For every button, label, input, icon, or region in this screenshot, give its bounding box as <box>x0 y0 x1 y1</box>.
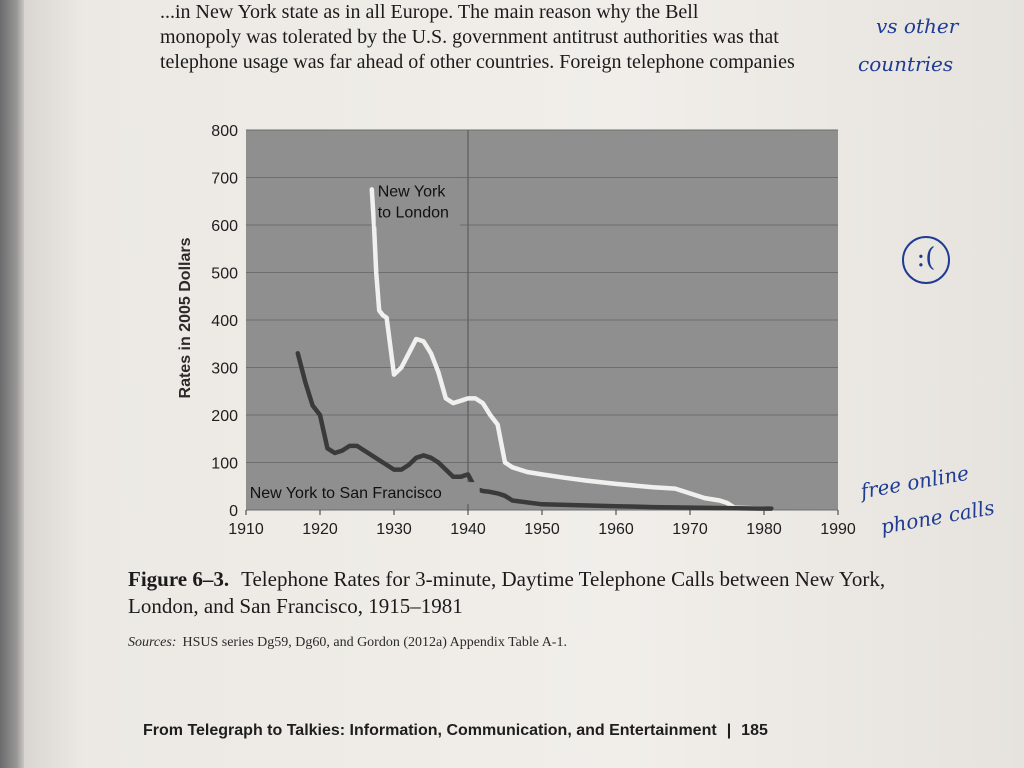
y-axis-label: Rates in 2005 Dollars <box>177 237 194 398</box>
body-line-3: telephone usage was far ahead of other c… <box>160 51 795 73</box>
grid-lines <box>246 129 838 511</box>
handwritten-note-vs-other: vs other <box>876 14 959 38</box>
body-paragraph: ...in New York state as in all Europe. T… <box>160 0 900 75</box>
x-tick-label: 1960 <box>598 521 634 538</box>
y-tick-label: 800 <box>211 123 238 140</box>
handwritten-note-countries: countries <box>858 52 954 76</box>
chart-container: 0 100 200 300 400 500 600 700 800 1910 1920 1930 19… <box>160 118 880 558</box>
figure-title: Telephone Rates for 3-minute, Daytime Te… <box>128 567 886 618</box>
y-tick-label: 600 <box>211 218 238 235</box>
running-head: From Telegraph to Talkies: Information, … <box>143 722 717 739</box>
y-tick-label: 300 <box>211 361 238 378</box>
series-lines <box>295 187 774 512</box>
series-label-box <box>375 180 460 227</box>
series-line-0 <box>369 187 774 512</box>
y-axis-ticks: 0 100 200 300 400 500 600 700 800 <box>211 123 238 520</box>
y-tick-label: 200 <box>211 408 238 425</box>
y-tick-label: 700 <box>211 171 238 188</box>
sources-text: HSUS series Dg59, Dg60, and Gordon (2012… <box>182 635 567 650</box>
series-label-text: New York to San Francisco <box>250 485 442 502</box>
footer-separator: | <box>726 722 732 739</box>
page-number: 185 <box>741 722 768 739</box>
body-line-2: monopoly was tolerated by the U.S. gover… <box>160 26 779 48</box>
y-tick-label: 400 <box>211 313 238 330</box>
body-line-1: ...in New York state as in all Europe. T… <box>160 1 699 23</box>
figure-sources: Sources: HSUS series Dg59, Dg60, and Gord… <box>128 635 908 651</box>
series-line-1 <box>295 351 774 511</box>
x-tick-label: 1970 <box>672 521 708 538</box>
x-tick-label: 1950 <box>524 521 560 538</box>
series-label-text: to London <box>378 205 449 222</box>
running-footer: From Telegraph to Talkies: Information, … <box>143 722 963 740</box>
figure-caption: Figure 6–3. Telephone Rates for 3-minute,… <box>128 566 908 620</box>
series-labels: New York to London New York to San Francis… <box>247 180 480 505</box>
series-label-box <box>247 482 480 505</box>
x-tick-label: 1980 <box>746 521 782 538</box>
y-tick-label: 0 <box>229 503 238 520</box>
x-tick-label: 1990 <box>820 521 856 538</box>
series-label-text: New York <box>378 184 447 201</box>
sources-label: Sources: <box>128 635 177 650</box>
x-tick-label: 1940 <box>450 521 486 538</box>
x-axis-ticks: 1910 1920 1930 1940 1950 1960 1970 1980 1990 <box>228 510 856 538</box>
x-tick-label: 1920 <box>302 521 338 538</box>
y-tick-label: 100 <box>211 456 238 473</box>
y-tick-label: 500 <box>211 266 238 283</box>
book-gutter <box>0 0 24 768</box>
x-tick-label: 1930 <box>376 521 412 538</box>
handwritten-face-symbol: :( <box>902 236 950 284</box>
figure-number: Figure 6–3. <box>128 567 230 591</box>
x-tick-label: 1910 <box>228 521 264 538</box>
